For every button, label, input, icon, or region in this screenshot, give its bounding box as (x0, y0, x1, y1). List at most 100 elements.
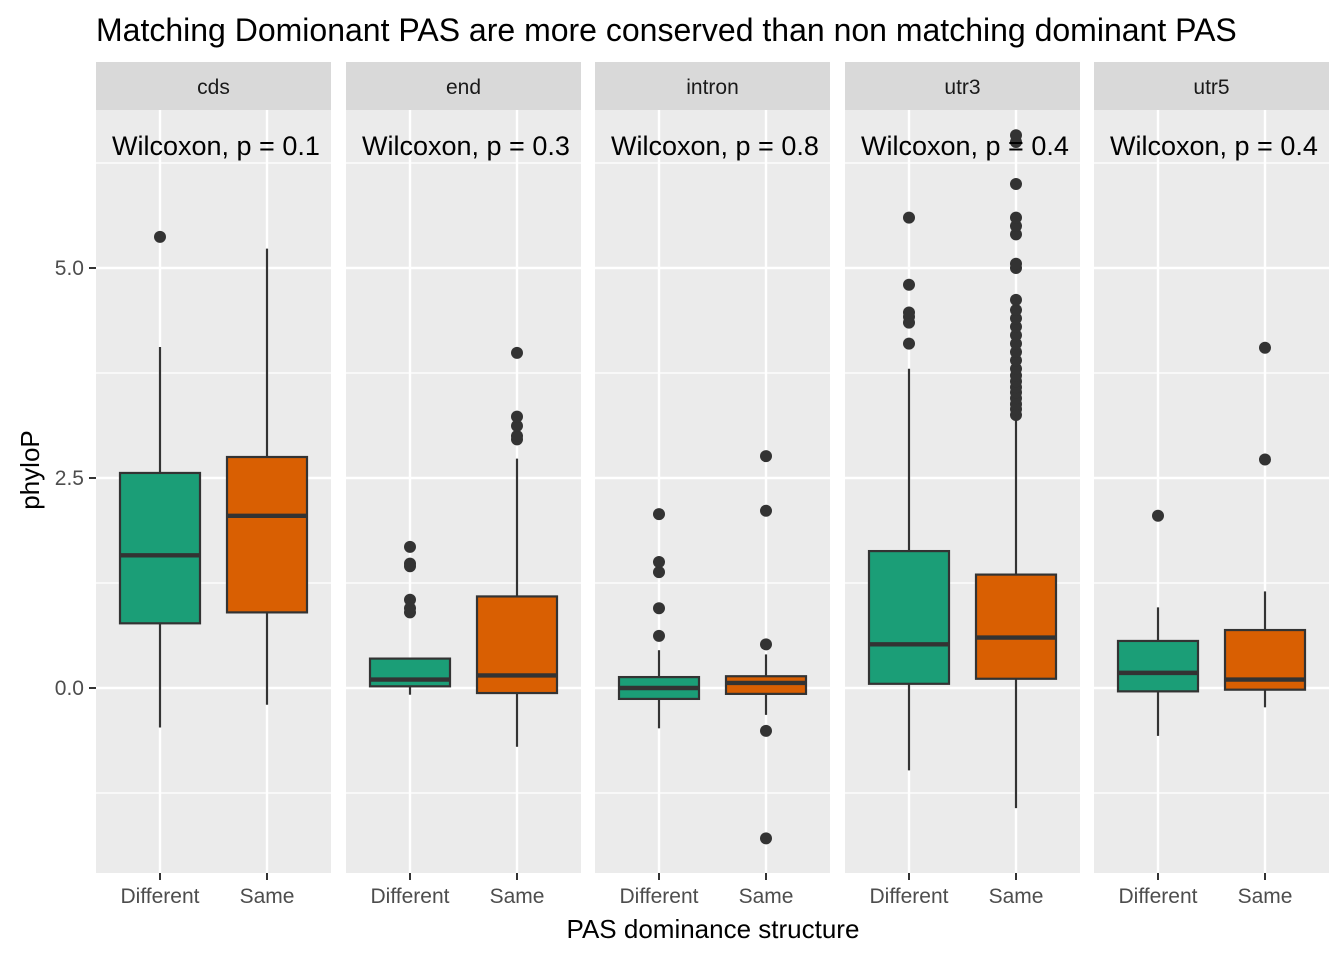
outlier-point (903, 211, 915, 224)
wilcoxon-annotation: Wilcoxon, p = 0.4 (861, 131, 1069, 161)
boxplot-cds-same (225, 248, 309, 705)
wilcoxon-annotation: Wilcoxon, p = 0.4 (1110, 131, 1318, 161)
x-tick-label: Same (240, 885, 295, 908)
facet-panel-intron: intron Wilcoxon, p = 0.8 Different Same (595, 62, 830, 908)
panel-background (595, 110, 830, 873)
outlier-point (1010, 293, 1022, 306)
box-iqr (867, 549, 951, 685)
facet-strip (1094, 62, 1329, 110)
outlier-point (1010, 320, 1022, 333)
facet-strip-label: end (446, 76, 481, 99)
outlier-point (653, 602, 665, 615)
facet-panel-utr3: utr3 Wilcoxon, p = 0.4 Different Same (845, 62, 1080, 908)
y-axis: 0.0 2.5 5.0 (55, 257, 96, 700)
y-tick-label: 0.0 (55, 677, 84, 700)
facet-panel-utr5: utr5 Wilcoxon, p = 0.4 Different Same (1094, 62, 1329, 908)
outlier-point (1010, 257, 1022, 270)
outlier-point (760, 638, 772, 651)
outlier-point (903, 337, 915, 350)
y-tick-label: 5.0 (55, 257, 84, 280)
outlier-point (1010, 337, 1022, 350)
x-tick-label: Different (371, 885, 450, 908)
x-tick-label: Same (490, 885, 545, 908)
boxplot-utr5-different (1116, 509, 1200, 736)
outlier-point (404, 557, 416, 570)
outlier-point (1010, 346, 1022, 358)
wilcoxon-annotation: Wilcoxon, p = 0.3 (362, 131, 570, 161)
box-iqr (118, 471, 202, 625)
x-tick-label: Different (870, 885, 949, 908)
boxplot-intron-different (617, 508, 701, 729)
panel-data (1116, 341, 1307, 736)
x-tick-label: Same (989, 885, 1044, 908)
outlier-point (404, 540, 416, 553)
outlier-point (760, 450, 772, 463)
outlier-point (1010, 211, 1022, 224)
chart-title: Matching Domionant PAS are more conserve… (96, 12, 1237, 48)
outlier-point (653, 556, 665, 568)
outlier-point (1010, 129, 1022, 142)
wilcoxon-annotation: Wilcoxon, p = 0.1 (112, 131, 320, 161)
boxplot-cds-different (118, 230, 202, 728)
outlier-point (511, 430, 523, 442)
panel-data (617, 450, 808, 845)
outlier-point (653, 508, 665, 521)
facet-strip-label: intron (686, 76, 739, 99)
outlier-point (1010, 329, 1022, 342)
outlier-point (1010, 312, 1022, 325)
outlier-point (1010, 304, 1022, 316)
outlier-point (760, 504, 772, 517)
x-tick-label: Same (1238, 885, 1293, 908)
x-axis-title: PAS dominance structure (567, 914, 860, 944)
panel-data (867, 129, 1058, 809)
outlier-point (760, 724, 772, 737)
outlier-point (653, 629, 665, 642)
outlier-point (1010, 228, 1022, 241)
facet-panel-cds: cds Wilcoxon, p = 0.1 Different Same (96, 62, 331, 908)
x-tick-label: Same (739, 885, 794, 908)
panel-background (346, 110, 581, 873)
outlier-point (404, 593, 416, 606)
facet-panel-end: end Wilcoxon, p = 0.3 Different Same (346, 62, 581, 908)
panel-background (1094, 110, 1329, 873)
boxplot-utr3-different (867, 211, 951, 771)
outlier-point (903, 306, 915, 319)
box-iqr (475, 595, 559, 695)
facet-strip (845, 62, 1080, 110)
panel-data (368, 346, 559, 747)
boxplot-utr5-same (1223, 341, 1307, 708)
outlier-point (1010, 178, 1022, 190)
panel-background (845, 110, 1080, 873)
outlier-point (1152, 509, 1164, 522)
outlier-point (1010, 362, 1022, 375)
boxplot-end-different (368, 540, 452, 695)
y-axis-title: phyloP (15, 430, 45, 510)
box-iqr (368, 657, 452, 688)
facet-strip-label: cds (197, 76, 230, 99)
outlier-point (404, 602, 416, 615)
x-tick-label: Different (1119, 885, 1198, 908)
outlier-point (511, 419, 523, 432)
outlier-point (903, 278, 915, 291)
outlier-point (1259, 341, 1271, 354)
facet-panels: cds Wilcoxon, p = 0.1 Different Same end Wilc… (96, 62, 1329, 908)
facet-strip-label: utr3 (944, 76, 980, 99)
facet-strip (595, 62, 830, 110)
facet-strip-label: utr5 (1193, 76, 1229, 99)
outlier-point (760, 832, 772, 845)
outlier-point (154, 230, 166, 243)
boxplot-utr3-same (974, 129, 1058, 809)
outlier-point (511, 346, 523, 359)
facet-strip (96, 62, 331, 110)
facet-strip (346, 62, 581, 110)
outlier-point (511, 410, 523, 423)
y-tick-label: 2.5 (55, 467, 84, 490)
box-iqr (225, 455, 309, 614)
x-tick-label: Different (121, 885, 200, 908)
wilcoxon-annotation: Wilcoxon, p = 0.8 (611, 131, 819, 161)
outlier-point (1010, 354, 1022, 367)
x-tick-label: Different (620, 885, 699, 908)
outlier-point (1010, 220, 1022, 232)
box-iqr (1116, 639, 1200, 693)
